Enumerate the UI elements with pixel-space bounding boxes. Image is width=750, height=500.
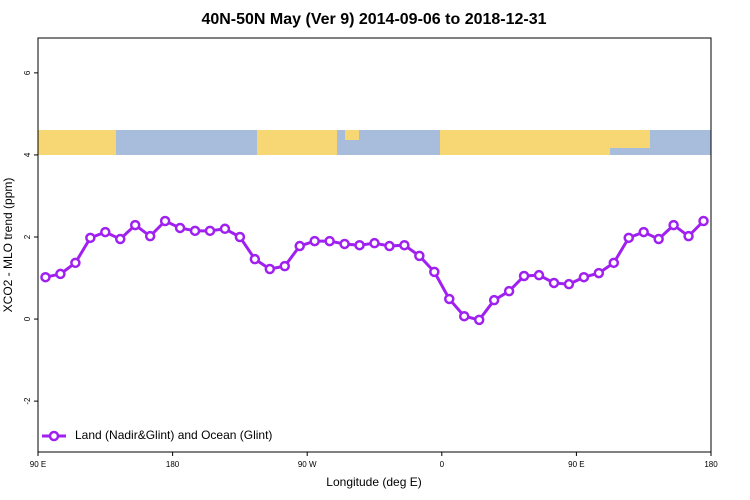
data-point [369,237,380,249]
data-point [473,314,485,326]
data-point [698,215,709,227]
data-point [249,253,261,265]
data-point [533,269,545,281]
data-point [294,240,305,252]
x-tick-label: 90 E [568,460,584,469]
data-point [653,233,664,245]
data-point [563,278,575,290]
data-point [100,226,111,238]
data-point [174,222,186,234]
data-point [264,263,276,275]
data-point [85,232,96,244]
x-tick-label: 180 [166,460,180,469]
data-point [683,230,694,242]
data-point [608,257,620,269]
data-point [339,238,350,250]
data-point [55,268,66,280]
data-point [189,225,201,237]
data-point [40,271,51,283]
plot-frame [37,37,712,453]
x-axis-label: Longitude (deg E) [326,475,421,489]
data-point [309,235,320,247]
data-point [444,293,455,305]
y-tick-label: 2 [23,234,32,239]
series-line [45,219,705,322]
legend-marker [48,430,60,442]
data-point [578,271,590,283]
data-point [414,250,425,262]
data-point [354,239,365,251]
data-point [548,277,560,289]
chart-title: 40N-50N May (Ver 9) 2014-09-06 to 2018-1… [201,11,546,28]
data-point [234,231,246,243]
data-point [129,219,141,231]
data-point [488,294,500,306]
legend-label: Land (Nadir&Glint) and Ocean (Glint) [75,428,272,442]
y-tick-label: 0 [23,316,32,321]
data-point [219,223,231,235]
data-point [638,226,649,238]
y-axis-label: XCO2 - MLO trend (ppm) [1,178,15,313]
data-point [384,240,395,252]
data-point [204,225,216,237]
data-point [399,239,410,251]
data-point [324,235,335,247]
data-point [115,233,126,245]
x-tick-label: 180 [704,460,718,469]
data-point [668,219,679,231]
x-tick-label: 90 E [30,460,46,469]
data-point [70,257,81,269]
data-point [593,267,605,279]
data-point [503,285,515,297]
x-tick-label: 90 W [298,460,317,469]
data-point [458,310,470,322]
y-tick-label: 4 [23,152,32,157]
data-point [279,260,291,272]
data-point [623,232,634,244]
map-band [38,130,711,155]
x-tick-label: 0 [440,460,445,469]
data-point [518,270,530,282]
data-point [429,266,440,278]
data-point [144,230,156,242]
data-point [159,215,171,227]
y-tick-label: -2 [23,397,32,405]
y-tick-label: 6 [23,70,32,75]
